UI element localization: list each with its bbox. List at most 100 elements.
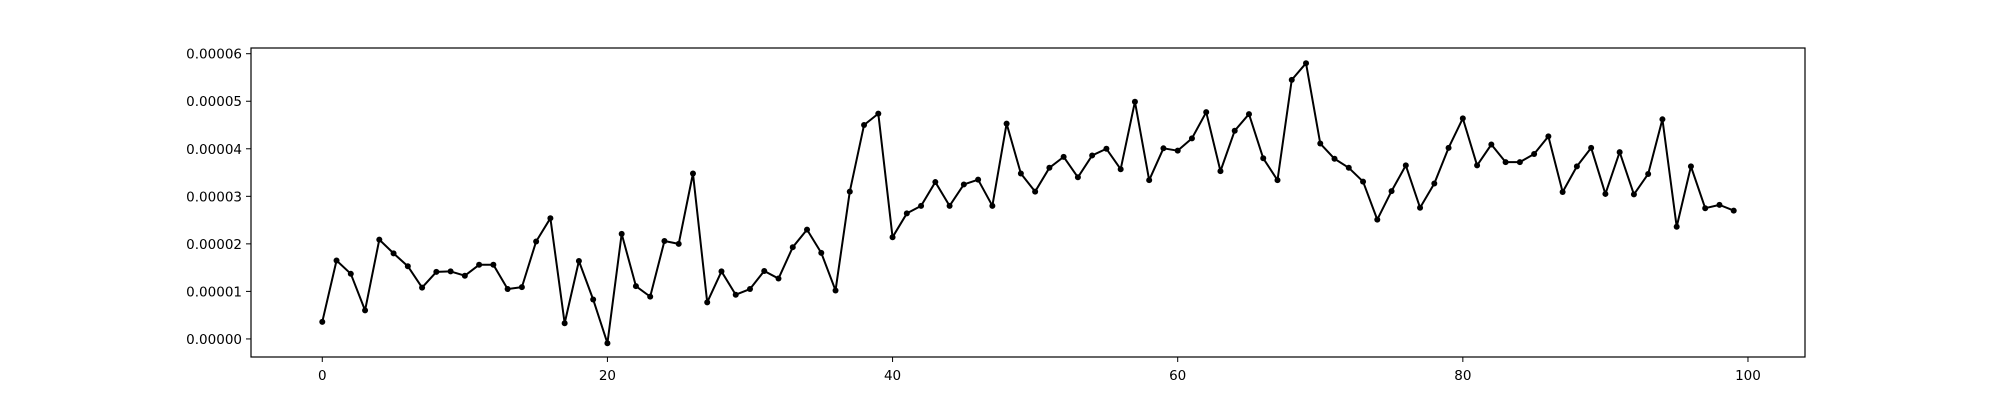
data-point: [518, 284, 525, 291]
data-point: [1630, 191, 1637, 198]
data-point: [504, 286, 511, 293]
data-point: [1616, 149, 1623, 156]
data-point: [1060, 153, 1067, 160]
data-point: [1146, 177, 1153, 184]
data-point: [1017, 170, 1024, 177]
data-point: [846, 188, 853, 195]
data-point: [661, 238, 668, 245]
y-axis: 0.00000 0.00001 0.00002 0.00003 0.00004 0.000…: [186, 47, 251, 348]
data-point: [1074, 174, 1081, 181]
data-point: [347, 270, 354, 277]
x-tick-label: 100: [1735, 368, 1761, 384]
data-point: [1260, 155, 1267, 162]
data-point: [1003, 120, 1010, 127]
data-point: [1203, 109, 1210, 116]
data-point: [376, 236, 383, 243]
data-point: [1545, 133, 1552, 140]
y-tick-label: 0.00000: [186, 332, 242, 348]
data-point: [404, 263, 411, 270]
data-point: [1245, 111, 1252, 118]
y-tick-label: 0.00001: [186, 284, 242, 300]
y-tick-label: 0.00006: [186, 47, 242, 63]
data-point: [818, 249, 825, 256]
data-point: [975, 176, 982, 183]
data-point: [461, 272, 468, 279]
data-point: [1360, 178, 1367, 185]
data-point: [832, 287, 839, 294]
data-point: [1131, 98, 1138, 105]
x-tick-label: 40: [884, 368, 901, 384]
data-point: [1602, 190, 1609, 197]
data-point: [490, 261, 497, 268]
data-point: [1274, 177, 1281, 184]
data-point: [1559, 189, 1566, 196]
data-point: [604, 340, 611, 347]
data-point: [632, 283, 639, 290]
data-point: [1160, 145, 1167, 152]
data-point: [1032, 188, 1039, 195]
data-point: [1402, 162, 1409, 169]
data-point: [903, 210, 910, 217]
data-point: [1046, 164, 1053, 171]
data-point: [1573, 163, 1580, 170]
data-point: [1588, 144, 1595, 151]
data-point: [1217, 168, 1224, 175]
data-point: [704, 299, 711, 306]
data-point: [1445, 144, 1452, 151]
data-point: [362, 307, 369, 314]
y-tick-label: 0.00003: [186, 189, 242, 205]
data-point: [946, 202, 953, 209]
data-point: [419, 284, 426, 291]
data-point: [1673, 223, 1680, 230]
data-point: [1388, 188, 1395, 195]
data-point: [476, 261, 483, 268]
data-point: [1702, 205, 1709, 212]
data-point: [875, 110, 882, 117]
data-points: [319, 60, 1737, 347]
x-tick-label: 80: [1454, 368, 1471, 384]
y-tick-label: 0.00002: [186, 237, 242, 253]
data-point: [1231, 127, 1238, 134]
data-point: [618, 230, 625, 237]
data-point: [390, 250, 397, 257]
data-point: [960, 181, 967, 188]
data-point: [1502, 159, 1509, 166]
data-point: [1331, 155, 1338, 162]
x-tick-label: 60: [1169, 368, 1186, 384]
data-point: [1103, 145, 1110, 152]
data-point: [675, 240, 682, 247]
data-point: [775, 275, 782, 282]
data-point: [1431, 180, 1438, 187]
x-tick-label: 0: [318, 368, 327, 384]
data-point: [561, 320, 568, 327]
data-point: [333, 257, 340, 264]
y-tick-label: 0.00004: [186, 142, 242, 158]
data-point: [1531, 151, 1538, 158]
data-point: [590, 296, 597, 303]
data-point: [1645, 170, 1652, 177]
data-point: [1474, 162, 1481, 169]
data-point: [689, 170, 696, 177]
data-point: [918, 202, 925, 209]
data-point: [1730, 207, 1737, 214]
data-point: [1288, 76, 1295, 83]
data-point: [889, 234, 896, 241]
data-point: [1345, 164, 1352, 171]
data-point: [732, 291, 739, 298]
data-point: [1516, 159, 1523, 166]
series-line: [321, 62, 1735, 345]
data-point: [1317, 140, 1324, 147]
data-point: [433, 268, 440, 275]
data-point: [746, 286, 753, 293]
data-point: [575, 257, 582, 264]
data-point: [1117, 166, 1124, 173]
data-point: [1716, 201, 1723, 208]
data-point: [1303, 60, 1310, 67]
data-point: [804, 226, 811, 233]
data-point: [447, 268, 454, 275]
data-point: [789, 244, 796, 251]
data-point: [718, 268, 725, 275]
data-point: [1417, 204, 1424, 211]
data-point: [1089, 152, 1096, 159]
